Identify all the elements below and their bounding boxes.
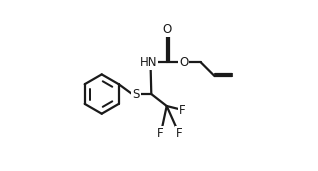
- Text: O: O: [162, 23, 171, 36]
- Text: F: F: [179, 104, 185, 117]
- Text: S: S: [132, 88, 140, 101]
- Text: F: F: [156, 127, 163, 140]
- Text: HN: HN: [140, 56, 157, 69]
- Text: O: O: [179, 56, 189, 69]
- Text: F: F: [176, 127, 183, 140]
